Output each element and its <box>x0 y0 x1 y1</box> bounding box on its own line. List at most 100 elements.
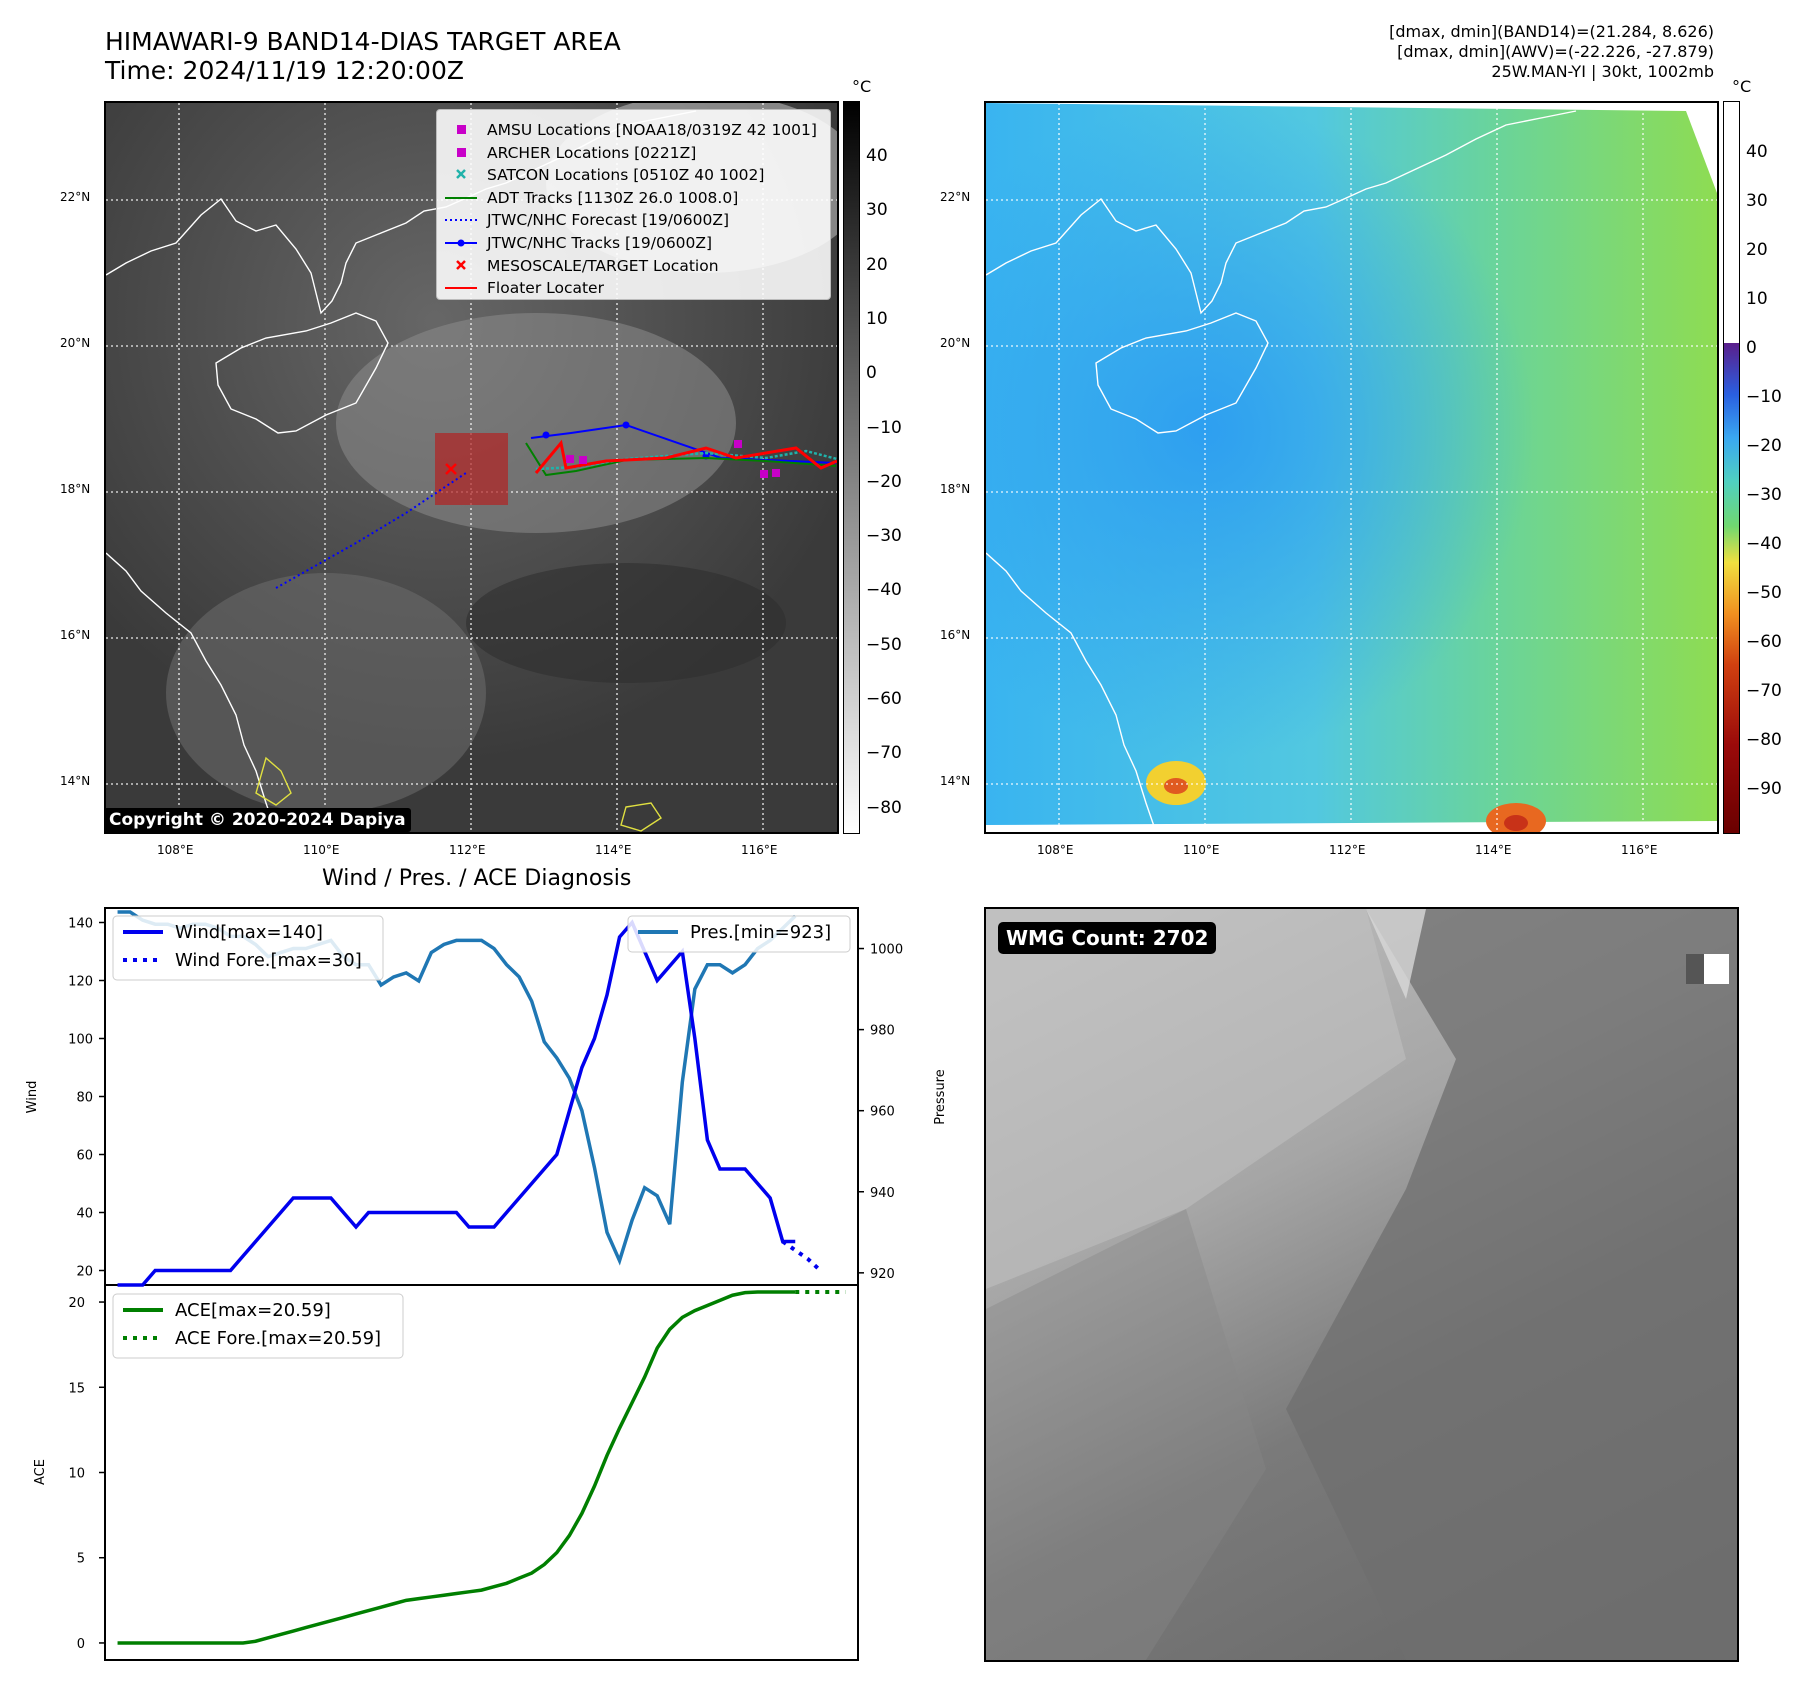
wmg-count-label: WMG Count: 2702 <box>998 922 1217 954</box>
gray-colorbar-tick: 30 <box>866 200 888 221</box>
ace-series-line <box>117 1290 796 1645</box>
diagnosis-chart-title: Wind / Pres. / ACE Diagnosis <box>322 866 632 891</box>
lon-label: 110°E <box>1183 843 1220 857</box>
wind-tick-label: 60 <box>76 1149 93 1164</box>
lat-label: 20°N <box>940 336 971 350</box>
chart-legend-label: Wind Fore.[max=30] <box>175 950 362 971</box>
legend-label: JTWC/NHC Forecast [19/0600Z] <box>487 211 730 230</box>
color-colorbar-tick: −80 <box>1746 730 1782 750</box>
wind-tick-label: 40 <box>76 1207 93 1222</box>
color-colorbar-tick: −40 <box>1746 534 1782 554</box>
color-colorbar-tick: −30 <box>1746 485 1782 505</box>
gray-colorbar-tick: 20 <box>866 254 888 275</box>
wind-tick-label: 80 <box>76 1091 93 1106</box>
ace-tick-label: 15 <box>68 1381 85 1396</box>
gray-colorbar-tick: 0 <box>866 363 877 384</box>
legend-symbol <box>456 169 466 180</box>
legend-entry: JTWC/NHC Tracks [19/0600Z] <box>437 233 830 253</box>
pressure-tick-label: 1000 <box>870 943 903 958</box>
lat-label: 16°N <box>60 628 91 642</box>
gray-colorbar-tick: −20 <box>866 471 902 492</box>
awv-map-panel <box>984 101 1719 834</box>
wmg-panel: WMG Count: 2702 <box>984 907 1739 1662</box>
gray-colorbar-tick: −10 <box>866 417 902 438</box>
legend-entry: ARCHER Locations [0221Z] <box>437 143 830 163</box>
legend-symbol <box>457 147 466 157</box>
pressure-tick-label: 920 <box>870 1267 895 1282</box>
legend-symbol <box>445 196 477 199</box>
lat-label: 14°N <box>940 774 971 788</box>
chart-legend-label: Pres.[min=923] <box>690 922 831 943</box>
info-awv: [dmax, dmin](AWV)=(-22.226, -27.879) <box>1397 42 1714 61</box>
ace-tick-label: 20 <box>68 1296 85 1311</box>
figure-title: HIMAWARI-9 BAND14-DIAS TARGET AREA Time:… <box>105 27 621 85</box>
lon-label: 114°E <box>1475 843 1512 857</box>
chart-legend-box <box>112 915 384 981</box>
color-colorbar-tick: 0 <box>1746 338 1757 358</box>
lon-label: 110°E <box>303 843 340 857</box>
lat-label: 18°N <box>940 482 971 496</box>
lon-label: 112°E <box>1329 843 1366 857</box>
diagnosis-chart: 140 120 100 80 60 40 20 1000 980 960 940 920 20 15 10 5… <box>25 907 948 1661</box>
legend-label: ADT Tracks [1130Z 26.0 1008.0] <box>487 188 739 207</box>
pressure-tick-label: 960 <box>870 1105 895 1120</box>
lon-label: 114°E <box>595 843 632 857</box>
ace-tick-label: 0 <box>77 1637 85 1652</box>
legend-symbol <box>445 219 477 222</box>
ace-tick-label: 5 <box>77 1552 85 1567</box>
legend-entry: Floater Locater <box>437 278 830 298</box>
legend-label: SATCON Locations [0510Z 40 1002] <box>487 166 765 185</box>
color-colorbar-tick: −90 <box>1746 779 1782 799</box>
chart-legend-box <box>627 915 851 953</box>
target-area-box <box>435 433 508 505</box>
lat-label: 18°N <box>60 482 91 496</box>
wind-axis-label: Wind <box>25 1081 40 1114</box>
pressure-axis-label: Pressure <box>933 1069 948 1125</box>
legend-symbol <box>457 125 466 134</box>
color-colorbar-tick: 40 <box>1746 142 1768 162</box>
legend-label: JTWC/NHC Tracks [19/0600Z] <box>487 234 713 252</box>
legend-symbol <box>445 287 477 290</box>
legend-entry: MESOSCALE/TARGET Location <box>437 256 830 276</box>
color-colorbar <box>1723 101 1740 834</box>
legend-entry: SATCON Locations [0510Z 40 1002] <box>437 165 830 185</box>
gray-colorbar-tick: −30 <box>866 526 902 547</box>
gray-colorbar-tick: −80 <box>866 797 902 818</box>
color-colorbar-unit: °C <box>1732 77 1752 96</box>
color-colorbar-tick: −20 <box>1746 436 1782 456</box>
legend-entry: ADT Tracks [1130Z 26.0 1008.0] <box>437 188 830 208</box>
legend-label: ARCHER Locations [0221Z] <box>487 143 697 162</box>
lat-label: 14°N <box>60 774 91 788</box>
wind-tick-label: 20 <box>76 1265 93 1280</box>
color-colorbar-tick: 10 <box>1746 289 1768 309</box>
title-line-1: HIMAWARI-9 BAND14-DIAS TARGET AREA <box>105 27 621 56</box>
color-colorbar-tick: 30 <box>1746 191 1768 211</box>
map-legend: AMSU Locations [NOAA18/0319Z 42 1001] ARC… <box>436 109 831 300</box>
wind-tick-label: 120 <box>68 975 93 990</box>
color-colorbar-tick: −70 <box>1746 681 1782 701</box>
chart-legend-box <box>112 1293 404 1359</box>
lon-label: 116°E <box>1621 843 1658 857</box>
gray-colorbar-tick: −50 <box>866 634 902 655</box>
lon-label: 116°E <box>741 843 778 857</box>
legend-symbol <box>445 239 477 247</box>
chart-legend-label: ACE[max=20.59] <box>175 1300 331 1321</box>
gray-colorbar-tick: −70 <box>866 743 902 764</box>
copyright-label: Copyright © 2020-2024 Dapiya <box>106 808 411 832</box>
chart-legend-label: ACE Fore.[max=20.59] <box>175 1328 381 1349</box>
lat-label: 16°N <box>940 628 971 642</box>
color-colorbar-tick: −50 <box>1746 583 1782 603</box>
info-band14: [dmax, dmin](BAND14)=(21.284, 8.626) <box>1389 22 1714 41</box>
ace-axis-label: ACE <box>33 1459 48 1485</box>
legend-label: AMSU Locations [NOAA18/0319Z 42 1001] <box>487 121 817 139</box>
gray-colorbar-tick: 10 <box>866 308 888 329</box>
legend-label: Floater Locater <box>487 279 604 298</box>
lon-label: 108°E <box>1037 843 1074 857</box>
gray-colorbar-tick: −60 <box>866 689 902 709</box>
color-colorbar-tick: −10 <box>1746 387 1782 407</box>
wmg-image <box>986 909 1737 1660</box>
legend-label: MESOSCALE/TARGET Location <box>487 256 719 275</box>
lon-label: 108°E <box>157 843 194 857</box>
wind-forecast-line <box>781 1239 822 1272</box>
color-colorbar-tick: −60 <box>1746 632 1782 652</box>
